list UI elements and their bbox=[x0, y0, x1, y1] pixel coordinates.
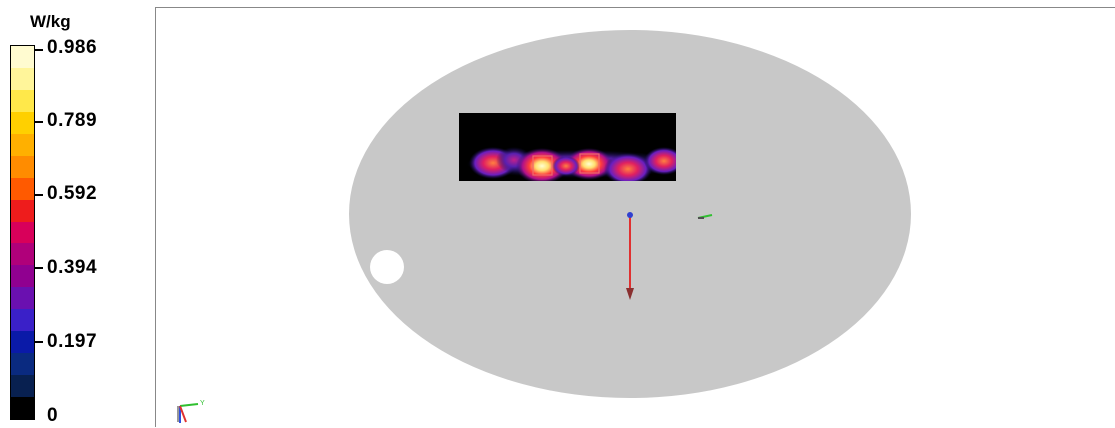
colorbar-tick-label: 0.197 bbox=[47, 331, 98, 352]
color-scale-step bbox=[11, 243, 34, 266]
color-scale-step bbox=[11, 89, 34, 112]
phantom-hole bbox=[370, 250, 404, 284]
color-scale-bar bbox=[10, 45, 35, 420]
sar-scan-area bbox=[459, 113, 676, 181]
colorbar-tick-mark bbox=[35, 49, 43, 51]
color-scale-step bbox=[11, 331, 34, 354]
color-scale-step bbox=[11, 177, 34, 200]
colorbar-tick-label: 0.789 bbox=[47, 110, 98, 131]
color-scale-step bbox=[11, 46, 34, 68]
axis-marker-icon bbox=[697, 214, 713, 219]
colorbar-tick-mark bbox=[35, 341, 43, 343]
colorbar-tick-label: 0.986 bbox=[47, 37, 98, 58]
color-scale-step bbox=[11, 67, 34, 90]
color-scale-legend: W/kg 0.986 0.789 0.592 0.394 0.197 0 bbox=[0, 0, 150, 428]
probe-indicator bbox=[626, 212, 634, 300]
color-scale-step bbox=[11, 221, 34, 244]
colorbar-tick-label: 0.394 bbox=[47, 257, 98, 278]
svg-text:Y: Y bbox=[200, 400, 205, 407]
color-scale-step bbox=[11, 155, 34, 178]
color-scale-step bbox=[11, 375, 34, 397]
colorbar-tick-mark bbox=[35, 121, 43, 123]
color-scale-step bbox=[11, 309, 34, 332]
colorbar-tick-label: 0 bbox=[47, 405, 59, 426]
color-scale-step bbox=[11, 353, 34, 376]
3d-viewport[interactable]: Y bbox=[155, 7, 1115, 427]
color-scale-step bbox=[11, 199, 34, 222]
color-scale-step bbox=[11, 133, 34, 156]
color-scale-step bbox=[11, 397, 34, 419]
zoom-scan-box bbox=[579, 153, 600, 174]
color-scale-step bbox=[11, 265, 34, 288]
orientation-axes-icon: Y bbox=[177, 400, 205, 423]
zoom-scan-box bbox=[532, 155, 553, 176]
colorbar-unit-label: W/kg bbox=[30, 12, 71, 31]
color-scale-step bbox=[11, 287, 34, 310]
colorbar-tick-mark bbox=[35, 267, 43, 269]
color-scale-step bbox=[11, 111, 34, 134]
colorbar-tick-label: 0.592 bbox=[47, 183, 98, 204]
colorbar-tick-mark bbox=[35, 194, 43, 196]
scene-canvas: Y bbox=[177, 30, 911, 423]
